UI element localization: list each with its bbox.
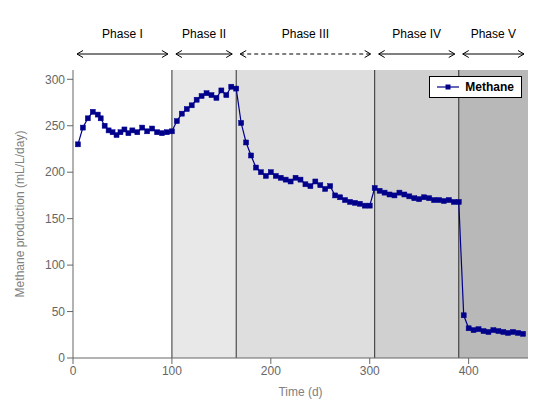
svg-text:150: 150	[45, 212, 65, 226]
svg-text:Time (d): Time (d)	[278, 385, 322, 399]
svg-text:300: 300	[45, 73, 65, 87]
svg-text:200: 200	[261, 364, 281, 378]
svg-text:Phase IV: Phase IV	[392, 27, 441, 41]
svg-text:100: 100	[162, 364, 182, 378]
svg-text:Phase II: Phase II	[182, 27, 226, 41]
svg-text:0: 0	[58, 351, 65, 365]
svg-text:Phase V: Phase V	[471, 27, 516, 41]
svg-text:100: 100	[45, 258, 65, 272]
svg-text:400: 400	[459, 364, 479, 378]
svg-text:250: 250	[45, 119, 65, 133]
svg-text:Phase I: Phase I	[102, 27, 143, 41]
svg-text:0: 0	[70, 364, 77, 378]
svg-text:Methane production (mL/L/day): Methane production (mL/L/day)	[13, 131, 27, 298]
svg-text:300: 300	[360, 364, 380, 378]
html-text:Methane: Methane	[465, 80, 514, 94]
svg-text:200: 200	[45, 165, 65, 179]
svg-text:Phase III: Phase III	[282, 27, 329, 41]
svg-text:50: 50	[52, 305, 66, 319]
